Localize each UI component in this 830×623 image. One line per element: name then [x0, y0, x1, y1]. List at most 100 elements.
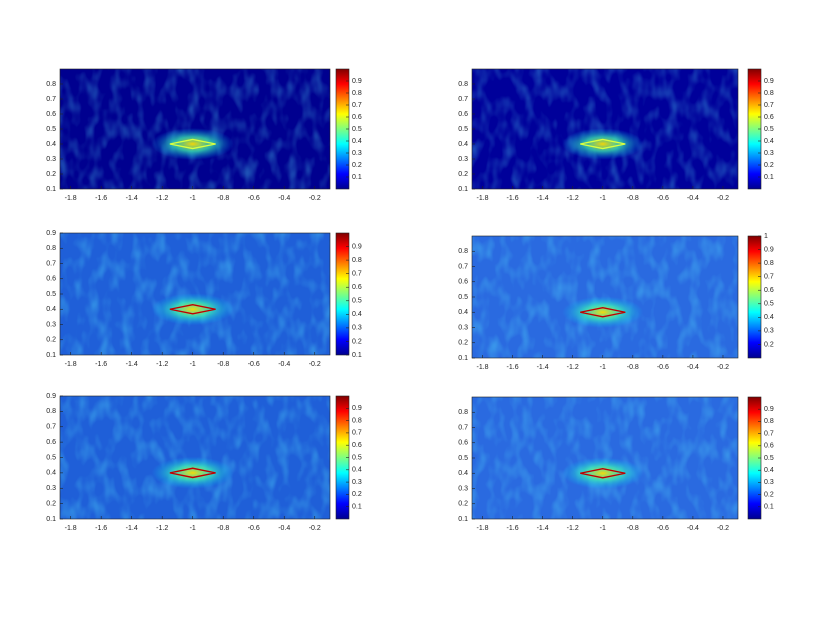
colorbar-tick-label: 0.8: [352, 257, 362, 264]
colorbar-tick-label: 0.9: [764, 78, 774, 85]
panel: -1.8 -1.6 -1.4 -1.2 -1 -0.8 -0.6 -0.4 -0.2 0.1 0.2…: [458, 396, 774, 532]
x-tick-label: -1.8: [65, 525, 77, 532]
x-tick-label: -1.4: [537, 195, 549, 202]
colorbar-tick-label: 0.4: [352, 138, 362, 145]
x-tick-label: -1: [600, 525, 606, 532]
colorbar: [335, 232, 350, 356]
x-tick-label: -1.8: [65, 361, 77, 368]
y-tick-label: 0.7: [458, 424, 468, 431]
y-tick-label: 0.6: [458, 440, 468, 447]
y-tick-label: 0.2: [46, 500, 56, 507]
colorbar-tick-label: 0.9: [352, 243, 362, 250]
y-tick-label: 0.1: [46, 516, 56, 523]
x-tick-label: -1.2: [567, 195, 579, 202]
x-tick-label: -1.8: [476, 364, 488, 371]
colorbar-tick-label: 0.9: [352, 78, 362, 85]
y-tick-label: 0.5: [458, 294, 468, 301]
x-tick-label: -1: [600, 195, 606, 202]
colorbar-tick-label: 0.8: [764, 260, 774, 267]
x-tick-label: -0.8: [217, 525, 229, 532]
x-tick-label: -1: [190, 195, 196, 202]
y-tick-label: 0.2: [46, 171, 56, 178]
panel: -1.8 -1.6 -1.4 -1.2 -1 -0.8 -0.6 -0.4 -0.2 0.1 0.2…: [46, 230, 362, 368]
y-tick-label: 0.4: [46, 470, 56, 477]
outline: [169, 467, 216, 479]
y-tick-label: 0.2: [458, 340, 468, 347]
x-tick-label: -1.4: [537, 364, 549, 371]
colorbar-tick-label: 0.1: [764, 174, 774, 181]
hot-spot: [562, 296, 644, 329]
x-tick-label: -1.2: [156, 195, 168, 202]
colorbar-tick-label: 0.5: [352, 454, 362, 461]
x-tick-label: -1: [190, 525, 196, 532]
colorbar-tick-label: 0.9: [764, 246, 774, 253]
colorbar-tick-label: 0.6: [764, 114, 774, 121]
colorbar-tick-label: 0.1: [764, 504, 774, 511]
x-tick-label: -0.6: [248, 525, 260, 532]
y-tick-label: 0.3: [458, 324, 468, 331]
x-tick-label: -0.4: [687, 195, 699, 202]
y-tick-label: 0.4: [46, 306, 56, 313]
x-tick-label: -0.4: [278, 361, 290, 368]
colorbar-tick-label: 0.1: [352, 352, 362, 359]
y-tick-label: 0.3: [46, 485, 56, 492]
x-tick-label: -1.6: [95, 361, 107, 368]
colorbar: [747, 235, 762, 359]
y-tick-label: 0.1: [458, 355, 468, 362]
y-tick-label: 0.6: [46, 111, 56, 118]
x-tick-label: -1.6: [95, 195, 107, 202]
colorbar-tick-label: 0.7: [764, 430, 774, 437]
colorbar-tick-label: 0.8: [764, 418, 774, 425]
y-tick-label: 0.7: [458, 263, 468, 270]
x-tick-label: -1.2: [567, 364, 579, 371]
x-tick-label: -1.6: [507, 195, 519, 202]
y-tick-label: 0.8: [458, 248, 468, 255]
y-tick-label: 0.6: [458, 111, 468, 118]
colorbar-tick-label: 0.7: [352, 430, 362, 437]
colorbar-tick-label: 0.7: [764, 274, 774, 281]
x-tick-label: -1.2: [156, 525, 168, 532]
y-tick-label: 0.2: [458, 171, 468, 178]
x-tick-label: -1.4: [126, 525, 138, 532]
colorbar-tick-label: 0.9: [764, 406, 774, 413]
colorbar-tick-label: 0.7: [352, 102, 362, 109]
colorbar-tick-label: 0.2: [764, 491, 774, 498]
colorbar-tick-label: 0.4: [352, 467, 362, 474]
x-tick-label: -0.6: [657, 525, 669, 532]
x-tick-label: -0.8: [627, 195, 639, 202]
x-tick-label: -0.4: [278, 525, 290, 532]
colorbar-tick-label: 0.8: [352, 417, 362, 424]
colorbar-tick-label: 0.3: [352, 150, 362, 157]
x-tick-label: -0.4: [278, 195, 290, 202]
y-tick-label: 0.2: [458, 501, 468, 508]
y-tick-label: 0.3: [46, 156, 56, 163]
hot-spot: [562, 457, 644, 490]
x-tick-label: -1.4: [126, 195, 138, 202]
y-tick-label: 0.8: [46, 81, 56, 88]
y-tick-label: 0.7: [46, 424, 56, 431]
x-tick-label: -1: [600, 364, 606, 371]
y-tick-label: 0.8: [458, 81, 468, 88]
outline: [169, 138, 216, 150]
x-tick-label: -0.8: [627, 525, 639, 532]
y-tick-label: 0.4: [458, 309, 468, 316]
y-tick-label: 0.1: [46, 186, 56, 193]
colorbar-tick-label: 0.2: [352, 162, 362, 169]
x-tick-label: -1.8: [65, 195, 77, 202]
panel: -1.8 -1.6 -1.4 -1.2 -1 -0.8 -0.6 -0.4 -0.2 0.1 0.2…: [46, 68, 362, 202]
panel: -1.8 -1.6 -1.4 -1.2 -1 -0.8 -0.6 -0.4 -0.2 0.1 0.2…: [46, 393, 362, 532]
colorbar-tick-label: 0.7: [352, 271, 362, 278]
colorbar-tick-label: 0.6: [352, 114, 362, 121]
y-tick-label: 0.1: [458, 186, 468, 193]
x-tick-label: -0.2: [309, 525, 321, 532]
y-tick-label: 0.6: [46, 276, 56, 283]
colorbar-tick-label: 0.3: [352, 479, 362, 486]
y-tick-label: 0.5: [458, 126, 468, 133]
y-tick-label: 0.1: [458, 516, 468, 523]
colorbar-tick-label: 0.5: [764, 455, 774, 462]
y-tick-label: 0.8: [458, 409, 468, 416]
colorbar-tick-label: 0.1: [352, 504, 362, 511]
y-tick-label: 0.5: [46, 291, 56, 298]
hot-spot: [151, 127, 234, 161]
